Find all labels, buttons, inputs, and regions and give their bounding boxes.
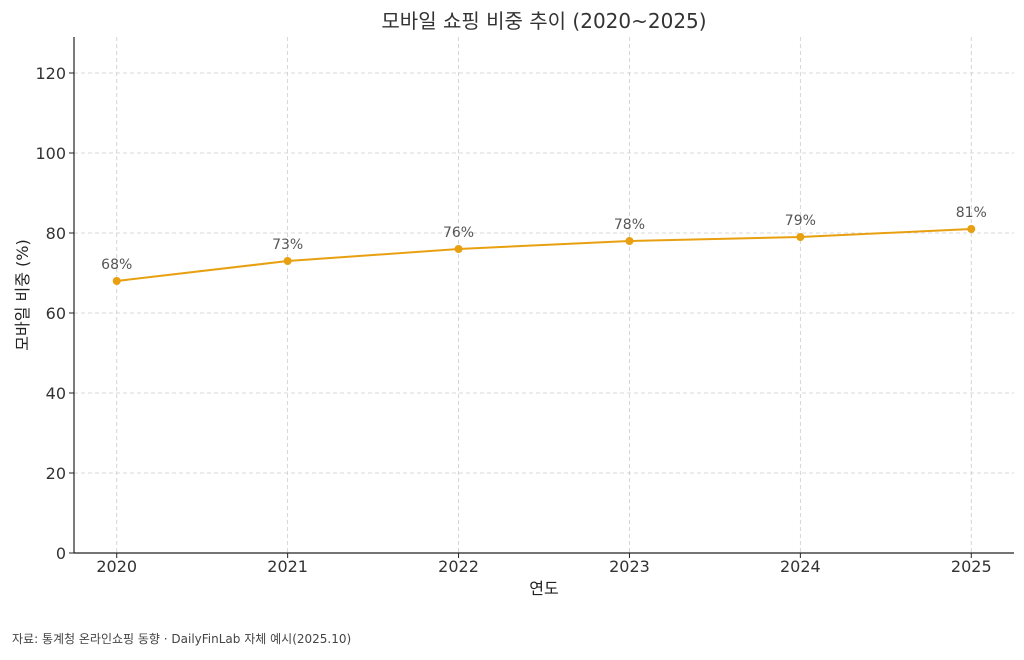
y-tick-label: 60 bbox=[46, 304, 66, 323]
data-point bbox=[112, 277, 121, 285]
data-label: 79% bbox=[785, 213, 816, 229]
data-label: 73% bbox=[272, 237, 303, 253]
source-note: 자료: 통계청 온라인쇼핑 동향 · DailyFinLab 자체 예시(202… bbox=[12, 632, 351, 646]
data-label: 78% bbox=[614, 217, 645, 233]
data-point bbox=[454, 245, 463, 253]
chart-title: 모바일 쇼핑 비중 추이 (2020~2025) bbox=[381, 9, 706, 33]
y-tick-label: 20 bbox=[46, 464, 66, 483]
y-tick-label: 80 bbox=[46, 224, 66, 243]
x-axis-label: 연도 bbox=[529, 579, 558, 598]
y-tick-label: 100 bbox=[35, 144, 66, 163]
series-line bbox=[116, 228, 972, 282]
data-point bbox=[283, 257, 292, 265]
data-point bbox=[796, 233, 805, 241]
x-tick-label: 2024 bbox=[780, 557, 821, 576]
data-label: 76% bbox=[443, 225, 474, 241]
x-tick-label: 2021 bbox=[267, 557, 308, 576]
data-point bbox=[625, 237, 634, 245]
y-tick-label: 0 bbox=[56, 544, 66, 563]
data-label: 81% bbox=[956, 205, 987, 221]
axes: 0 20 40 60 80 100 120 2020 2021 2022 2023 2024 2025 bbox=[35, 37, 1014, 576]
y-tick-label: 120 bbox=[35, 64, 66, 83]
data-label: 68% bbox=[101, 257, 132, 273]
y-axis-label: 모바일 비중 (%) bbox=[13, 239, 32, 350]
x-tick-label: 2022 bbox=[438, 557, 479, 576]
grid bbox=[74, 37, 1014, 553]
x-tick-label: 2023 bbox=[609, 557, 650, 576]
x-tick-label: 2020 bbox=[96, 557, 137, 576]
data-point bbox=[967, 225, 976, 233]
y-tick-label: 40 bbox=[46, 384, 66, 403]
series: 68% 73% 76% 78% 79% 81% bbox=[101, 205, 987, 285]
x-tick-label: 2025 bbox=[951, 557, 992, 576]
